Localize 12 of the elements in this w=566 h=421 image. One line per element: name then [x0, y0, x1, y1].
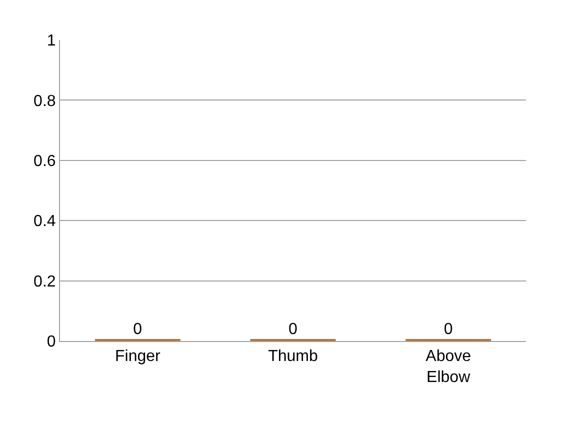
y-tick-label: 0.6 [34, 153, 56, 170]
data-label: 0 [444, 321, 453, 338]
y-tick-label: 0.4 [34, 213, 56, 230]
x-tick-label: Above Elbow [426, 348, 472, 386]
y-tick-label: 1 [46, 32, 56, 50]
x-tick-label: Thumb [268, 348, 318, 366]
y-tick-label: 0.8 [34, 92, 56, 110]
data-label: 0 [133, 321, 142, 338]
y-tick-label: 0.2 [34, 273, 56, 290]
data-label: 0 [288, 321, 298, 338]
y-tick-label: 0 [46, 334, 56, 351]
x-tick-label: Finger [114, 348, 162, 366]
